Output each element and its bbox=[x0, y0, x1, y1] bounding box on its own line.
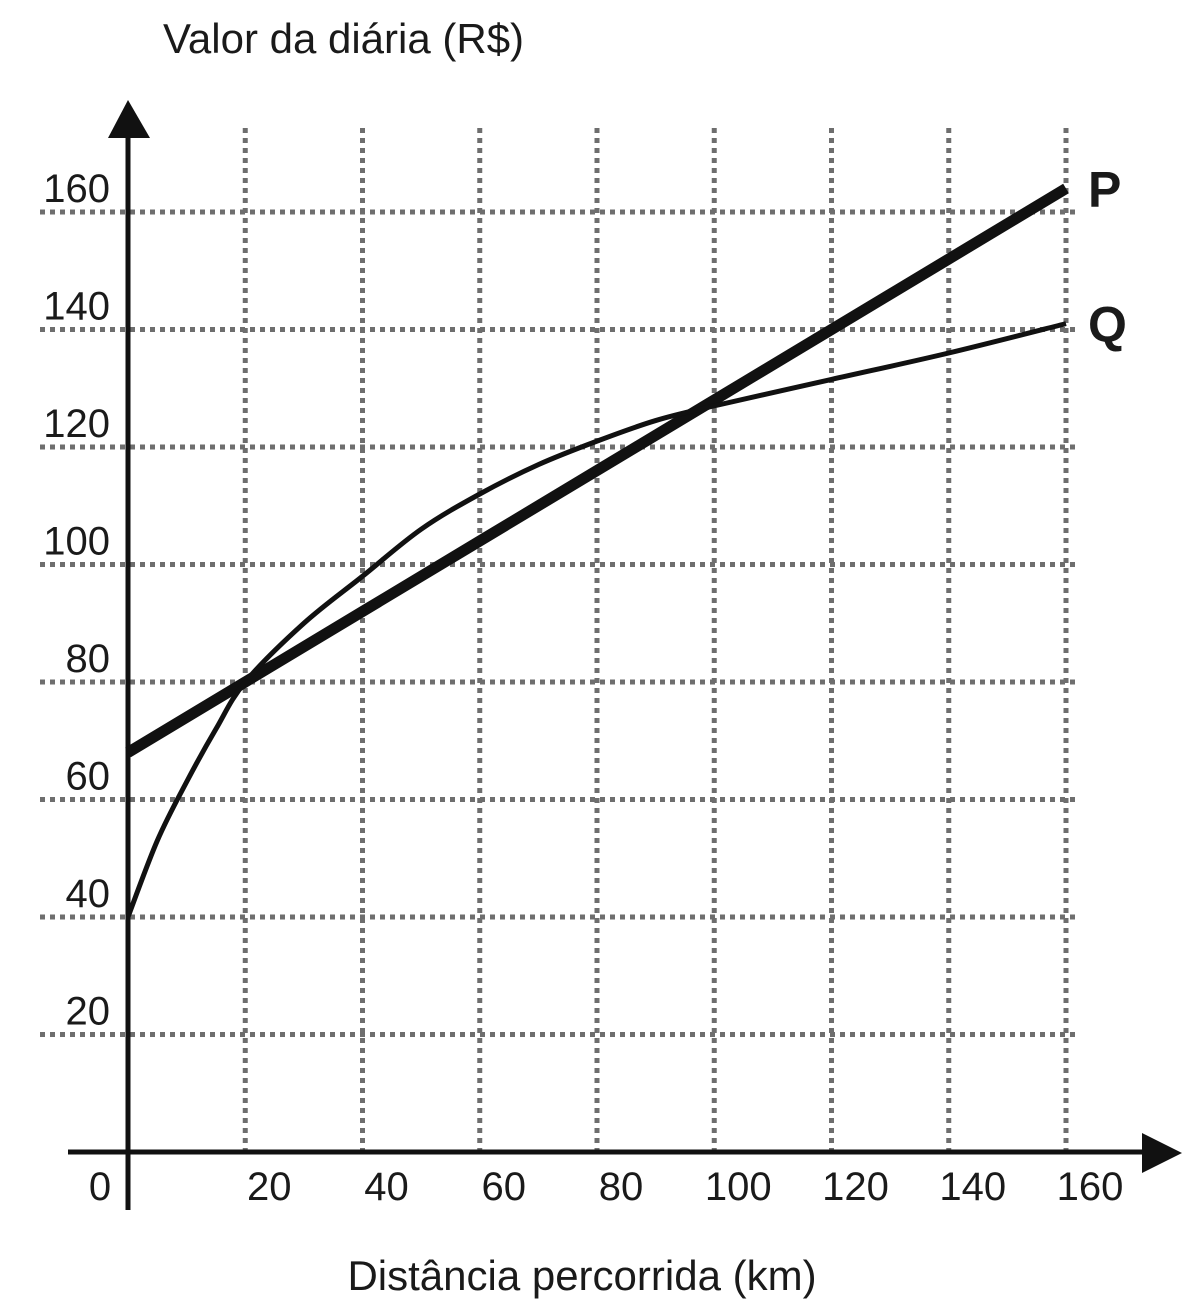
y-tick-label-20: 20 bbox=[66, 990, 111, 1034]
y-axis-title: Valor da diária (R$) bbox=[163, 15, 524, 62]
x-tick-label-120: 120 bbox=[822, 1165, 889, 1209]
x-tick-label-160: 160 bbox=[1057, 1165, 1124, 1209]
y-tick-label-80: 80 bbox=[66, 637, 111, 681]
x-tick-label-40: 40 bbox=[364, 1165, 409, 1209]
x-tick-label-20: 20 bbox=[247, 1165, 292, 1209]
x-axis-arrowhead bbox=[1142, 1133, 1182, 1173]
grid-lines bbox=[40, 128, 1080, 1152]
x-tick-label-140: 140 bbox=[939, 1165, 1006, 1209]
x-tick-label-80: 80 bbox=[599, 1165, 644, 1209]
series-label-Q: Q bbox=[1088, 297, 1127, 353]
y-tick-label-160: 160 bbox=[43, 167, 110, 211]
x-tick-label-100: 100 bbox=[705, 1165, 772, 1209]
series-line-Q bbox=[125, 321, 1067, 918]
y-tick-label-120: 120 bbox=[43, 402, 110, 446]
tick-labels: 20 40 60 80 100 120 140 160 20 40 60 80 100 120 140 160… bbox=[43, 167, 1123, 1209]
x-axis-title: Distância percorrida (km) bbox=[347, 1252, 816, 1299]
y-tick-label-60: 60 bbox=[66, 755, 111, 799]
series-lines: PQ bbox=[125, 162, 1127, 918]
y-tick-label-100: 100 bbox=[43, 520, 110, 564]
x-tick-label-60: 60 bbox=[482, 1165, 527, 1209]
y-tick-label-40: 40 bbox=[66, 872, 111, 916]
y-axis-arrowhead bbox=[108, 100, 150, 138]
origin-label: 0 bbox=[89, 1165, 111, 1209]
series-label-P: P bbox=[1088, 162, 1121, 218]
series-line-P bbox=[125, 183, 1069, 758]
axes bbox=[68, 100, 1182, 1210]
y-tick-label-140: 140 bbox=[43, 285, 110, 329]
